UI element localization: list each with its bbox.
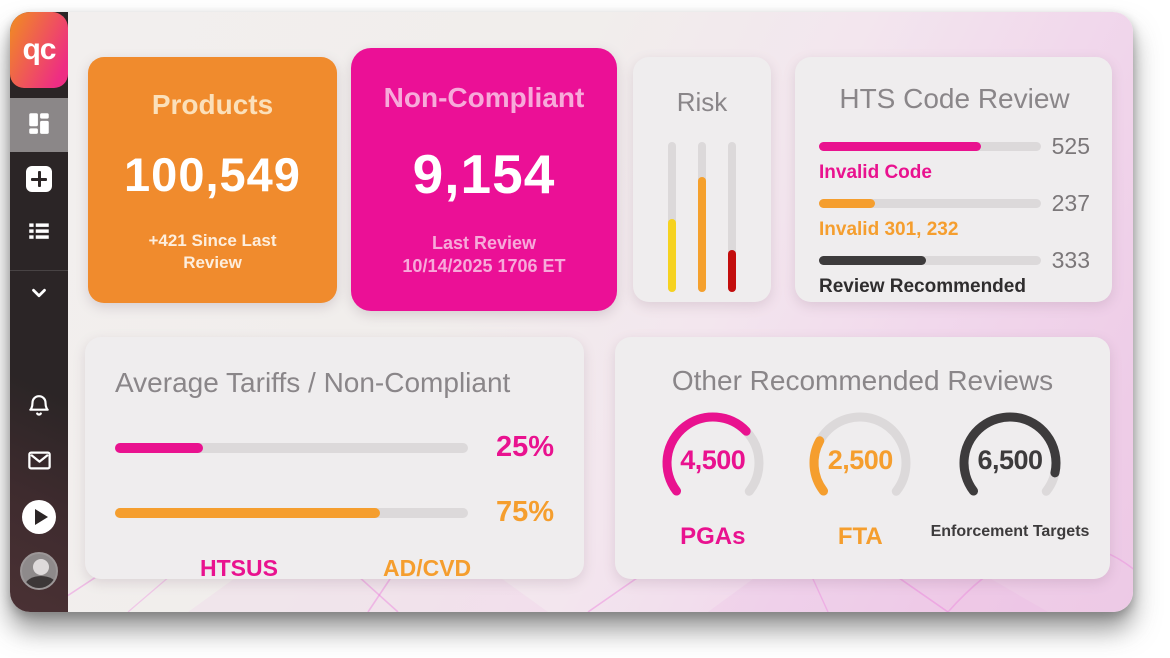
- other-reviews-title: Other Recommended Reviews: [671, 365, 1054, 396]
- chevron-down-icon: [28, 282, 50, 309]
- risk-bar-medium: [698, 142, 706, 292]
- tariffs-label-adcvd: AD/CVD: [383, 555, 472, 581]
- tariffs-row-adcvd: 75%: [115, 496, 554, 529]
- last-review-timestamp: 10/14/2025 1706 ET: [402, 256, 566, 277]
- risk-bar-high: [728, 142, 736, 292]
- risk-bars: [668, 142, 736, 292]
- hts-value-invalid-code: 525: [1051, 133, 1090, 159]
- card-hts-code-review[interactable]: HTS Code Review 525 Invalid Code: [795, 57, 1112, 302]
- plus-square-icon: [26, 166, 52, 192]
- card-average-tariffs[interactable]: Average Tariffs / Non-Compliant 25% 75% …: [85, 337, 584, 581]
- hts-label-review-recommended: Review Recommended: [819, 276, 1026, 297]
- sidebar-item-dashboard[interactable]: [10, 98, 68, 152]
- tariffs-bar-htsus: [115, 442, 468, 453]
- last-review-label: Last Review: [431, 233, 537, 253]
- bell-icon: [26, 394, 52, 425]
- non-compliant-subtitle: Last Review 10/14/2025 1706 ET: [402, 232, 565, 279]
- sidebar-item-expand[interactable]: [10, 275, 68, 315]
- risk-title: Risk: [676, 87, 728, 117]
- gauge-fta: 2,500 FTA: [787, 405, 935, 551]
- hts-value-review-recommended: 333: [1051, 247, 1090, 273]
- products-subtitle: +421 Since Last Review: [148, 231, 277, 273]
- tariffs-row-htsus: 25%: [115, 431, 554, 464]
- gauge-enforcement-arc: [959, 412, 1061, 514]
- gauge-pgas: 4,500 PGAs: [639, 405, 787, 551]
- app-logo[interactable]: qc: [10, 12, 68, 88]
- card-non-compliant[interactable]: Non-Compliant 9,154 Last Review 10/14/20…: [351, 48, 617, 311]
- hts-bar-invalid-code: [819, 142, 1041, 151]
- sidebar-item-profile[interactable]: [10, 544, 68, 598]
- hts-row-invalid-code: 525 Invalid Code: [819, 133, 1090, 184]
- tariffs-bar-adcvd: [115, 507, 468, 518]
- hts-row-invalid-301-232: 237 Invalid 301, 232: [819, 190, 1090, 241]
- sidebar-divider: [10, 270, 68, 271]
- hts-bar-invalid-301-232: [819, 199, 1041, 208]
- card-products[interactable]: Products 100,549 +421 Since Last Review: [88, 57, 337, 303]
- card-risk[interactable]: Risk: [633, 57, 771, 302]
- hts-row-review-recommended: 333 Review Recommended: [819, 247, 1090, 298]
- tariffs-percent-htsus: 25%: [495, 431, 554, 463]
- tariffs-percent-adcvd: 75%: [495, 496, 554, 528]
- non-compliant-title: Non-Compliant: [383, 82, 585, 113]
- sidebar: qc: [10, 12, 68, 612]
- gauge-pgas-label: PGAs: [680, 523, 746, 550]
- gauge-pgas-arc: [662, 412, 764, 514]
- gauge-enforcement-value: 6,500: [977, 445, 1043, 475]
- sidebar-item-messages[interactable]: [10, 436, 68, 490]
- mail-icon: [26, 447, 53, 479]
- grid-layout-icon: [26, 110, 52, 141]
- hts-value-invalid-301-232: 237: [1051, 190, 1090, 216]
- app-window: qc: [10, 12, 1133, 612]
- gauge-fta-arc: [809, 412, 911, 514]
- hts-label-invalid-code: Invalid Code: [819, 162, 932, 183]
- gauge-fta-value: 2,500: [827, 445, 894, 475]
- sidebar-item-list[interactable]: [10, 206, 68, 260]
- sidebar-item-notifications[interactable]: [10, 382, 68, 436]
- sidebar-item-play[interactable]: [10, 490, 68, 544]
- play-icon: [22, 500, 56, 534]
- sidebar-item-add[interactable]: [10, 152, 68, 206]
- gauge-pgas-value: 4,500: [680, 445, 746, 475]
- gauge-enforcement-label: Enforcement Targets: [930, 523, 1090, 540]
- gauge-enforcement: 6,500 Enforcement Targets: [931, 405, 1089, 551]
- hts-label-invalid-301-232: Invalid 301, 232: [819, 219, 959, 240]
- tariffs-label-htsus: HTSUS: [200, 555, 278, 581]
- products-title: Products: [151, 89, 274, 120]
- risk-bar-low: [668, 142, 676, 292]
- list-icon: [26, 218, 52, 249]
- avatar: [20, 552, 58, 590]
- products-value: 100,549: [124, 148, 301, 201]
- card-other-reviews[interactable]: Other Recommended Reviews 4,500 PGAs: [615, 337, 1110, 579]
- dashboard-main: Products 100,549 +421 Since Last Review …: [68, 12, 1133, 612]
- tariffs-title: Average Tariffs / Non-Compliant: [115, 367, 511, 398]
- non-compliant-value: 9,154: [412, 143, 556, 205]
- hts-title: HTS Code Review: [839, 83, 1070, 114]
- gauge-fta-label: FTA: [837, 523, 883, 550]
- hts-bar-review-recommended: [819, 256, 1041, 265]
